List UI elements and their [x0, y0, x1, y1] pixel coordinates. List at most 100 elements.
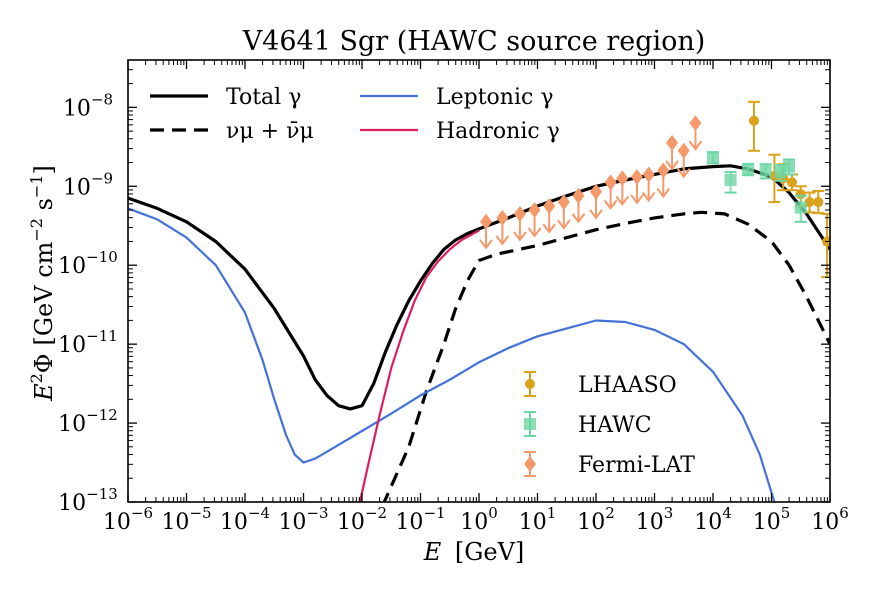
- lhaaso-marker: [813, 197, 824, 208]
- y-tick-label: 10−13: [58, 485, 118, 516]
- x-tick-label-base: 10: [519, 510, 547, 535]
- fermi-point: [603, 174, 618, 211]
- y-axis-label-sym: Φ: [30, 354, 58, 374]
- x-axis-label: E [GeV]: [423, 538, 525, 566]
- fermi-marker: [642, 166, 655, 183]
- x-tick-label: 100: [460, 504, 498, 535]
- hawc-marker: [742, 162, 755, 175]
- x-tick-label-base: 10: [161, 510, 189, 535]
- plot-area: [128, 100, 830, 502]
- fermi-marker: [496, 209, 509, 226]
- fermi-point: [513, 205, 527, 242]
- fermi-marker: [513, 205, 526, 222]
- y-tick-label-base: 10: [63, 96, 91, 121]
- fermi-point: [688, 115, 703, 151]
- fermi-marker: [590, 183, 602, 200]
- x-axis-label-unit: [GeV]: [455, 538, 524, 566]
- fermi-ul-arrow: [656, 187, 671, 199]
- lhaaso-marker: [786, 177, 797, 188]
- x-axis-label-var: E: [423, 538, 442, 566]
- y-tick-label: 10−9: [63, 169, 113, 200]
- legend-label-lhaaso: LHAASO: [578, 373, 677, 398]
- fermi-marker: [616, 170, 629, 187]
- fermi-point: [665, 134, 679, 171]
- fermi-point: [527, 201, 542, 238]
- x-tick-label: 10−2: [337, 504, 387, 535]
- fermi-point: [630, 168, 644, 205]
- fermi-marker: [666, 134, 679, 151]
- y-tick-label-base: 10: [63, 175, 91, 200]
- fermi-marker: [557, 194, 570, 211]
- x-tick-label-exp: 6: [839, 504, 849, 522]
- y-tick-label-base: 10: [58, 412, 86, 437]
- axes: 10−6 10−5 10−4 10−3 10−2 10−1 100 101 102 103 104 1…: [58, 59, 849, 535]
- y-axis-label-sup: 2: [27, 373, 46, 383]
- y-axis-label-var: E: [30, 383, 58, 402]
- fermi-point: [656, 162, 671, 199]
- y-tick-label-base: 10: [58, 254, 86, 279]
- y-tick-label-exp: −8: [91, 90, 113, 108]
- x-tick-label-base: 10: [753, 510, 781, 535]
- fermi-point: [676, 142, 691, 179]
- fermi-ul-arrow: [641, 191, 656, 203]
- x-tick-label-exp: 5: [781, 504, 791, 522]
- lhaaso-point: [747, 100, 760, 152]
- x-tick-label: 10−4: [220, 504, 270, 535]
- x-tick-label-exp: −1: [423, 504, 445, 522]
- hawc-point: [707, 151, 719, 165]
- fermi-point: [479, 213, 493, 250]
- legend-marker-fermi: [524, 456, 536, 472]
- series-line-leptonic: [128, 207, 776, 502]
- hawc-marker: [707, 151, 719, 164]
- fermi-ul-arrow: [589, 209, 603, 220]
- fermi-ul-arrow: [495, 235, 510, 246]
- x-tick-label-exp: 4: [722, 504, 732, 522]
- legend-item-fermi: Fermi-LAT: [524, 451, 695, 478]
- fermi-point: [542, 198, 556, 234]
- fermi-point: [589, 183, 603, 220]
- fermi-ul-arrow: [665, 160, 679, 171]
- fermi-ul-arrow: [542, 223, 556, 234]
- hawc-point: [724, 171, 737, 194]
- y-axis-label-exp2: −1: [27, 174, 46, 198]
- fermi-marker: [689, 115, 702, 132]
- x-tick-label-exp: 0: [488, 504, 498, 522]
- x-tick-label: 102: [577, 504, 615, 535]
- y-axis-label-unit-open: [GeV cm: [30, 241, 58, 345]
- x-tick-label: 103: [636, 504, 674, 535]
- x-tick-label: 10−1: [395, 504, 445, 535]
- x-tick-label-base: 10: [811, 510, 839, 535]
- hawc-marker: [759, 164, 772, 177]
- y-tick-label-exp: −10: [86, 248, 118, 266]
- observation-group-lhaaso: [747, 100, 830, 279]
- chart-title: V4641 Sgr (HAWC source region): [242, 26, 706, 57]
- legend-label-neutrino: νμ + ν̄μ: [226, 119, 314, 144]
- hawc-point: [742, 162, 755, 177]
- x-tick-label: 104: [694, 504, 732, 535]
- x-tick-label-base: 10: [220, 510, 248, 535]
- fermi-ul-arrow: [603, 199, 618, 211]
- legend-label-hawc: HAWC: [578, 413, 652, 438]
- fermi-ul-arrow: [557, 219, 571, 230]
- legend-label-hadronic: Hadronic γ: [436, 119, 560, 144]
- fermi-ul-arrow: [630, 194, 644, 205]
- legend-label-leptonic: Leptonic γ: [436, 85, 553, 110]
- x-tick-label-exp: −5: [189, 504, 211, 522]
- lhaaso-point: [812, 190, 825, 215]
- fermi-marker: [657, 162, 670, 179]
- legend-item-leptonic: Leptonic γ: [360, 85, 553, 110]
- y-axis-label-exp1: −2: [27, 218, 46, 242]
- y-tick-label-base: 10: [58, 333, 86, 358]
- x-tick-label-exp: −3: [306, 504, 328, 522]
- lhaaso-marker: [748, 115, 759, 126]
- y-axis-label-unit-close: ]: [30, 165, 58, 174]
- x-tick-label-base: 10: [337, 510, 365, 535]
- fermi-point: [495, 209, 510, 246]
- legend-marker-lhaaso: [525, 379, 535, 389]
- fermi-marker: [604, 174, 617, 191]
- fermi-point: [571, 187, 586, 224]
- y-axis-label: E2Φ [GeV cm−2 s−1]: [27, 165, 58, 402]
- legend: Total γ νμ + ν̄μ Leptonic γ Hadronic γ LHAAS…: [150, 85, 695, 478]
- lhaaso-point: [768, 153, 781, 204]
